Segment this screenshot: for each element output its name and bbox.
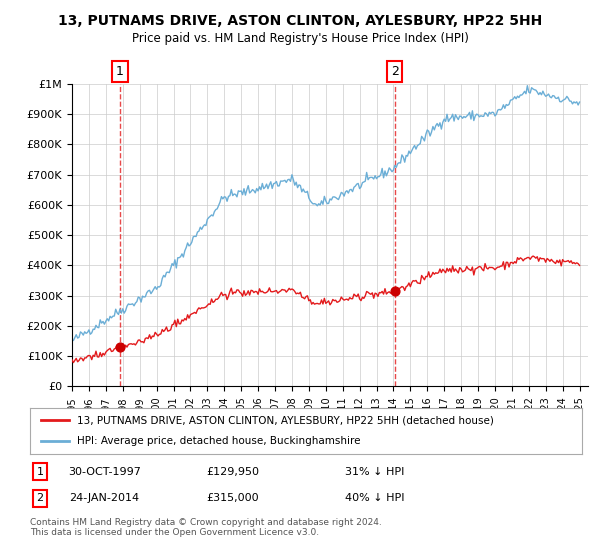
Point — [390, 287, 400, 296]
Text: 30-OCT-1997: 30-OCT-1997 — [68, 466, 142, 477]
Text: 2: 2 — [391, 65, 398, 78]
Text: Price paid vs. HM Land Registry's House Price Index (HPI): Price paid vs. HM Land Registry's House … — [131, 32, 469, 45]
Text: 13, PUTNAMS DRIVE, ASTON CLINTON, AYLESBURY, HP22 5HH: 13, PUTNAMS DRIVE, ASTON CLINTON, AYLESB… — [58, 14, 542, 28]
Text: 1: 1 — [116, 65, 124, 78]
Text: 1: 1 — [37, 466, 43, 477]
Text: 31% ↓ HPI: 31% ↓ HPI — [344, 466, 404, 477]
Text: HPI: Average price, detached house, Buckinghamshire: HPI: Average price, detached house, Buck… — [77, 436, 361, 446]
Text: £129,950: £129,950 — [206, 466, 260, 477]
Text: 40% ↓ HPI: 40% ↓ HPI — [344, 493, 404, 503]
Point — [115, 343, 125, 352]
Text: 2: 2 — [37, 493, 43, 503]
Text: 24-JAN-2014: 24-JAN-2014 — [68, 493, 139, 503]
Text: £315,000: £315,000 — [206, 493, 259, 503]
Text: Contains HM Land Registry data © Crown copyright and database right 2024.
This d: Contains HM Land Registry data © Crown c… — [30, 518, 382, 538]
Text: 13, PUTNAMS DRIVE, ASTON CLINTON, AYLESBURY, HP22 5HH (detached house): 13, PUTNAMS DRIVE, ASTON CLINTON, AYLESB… — [77, 415, 494, 425]
